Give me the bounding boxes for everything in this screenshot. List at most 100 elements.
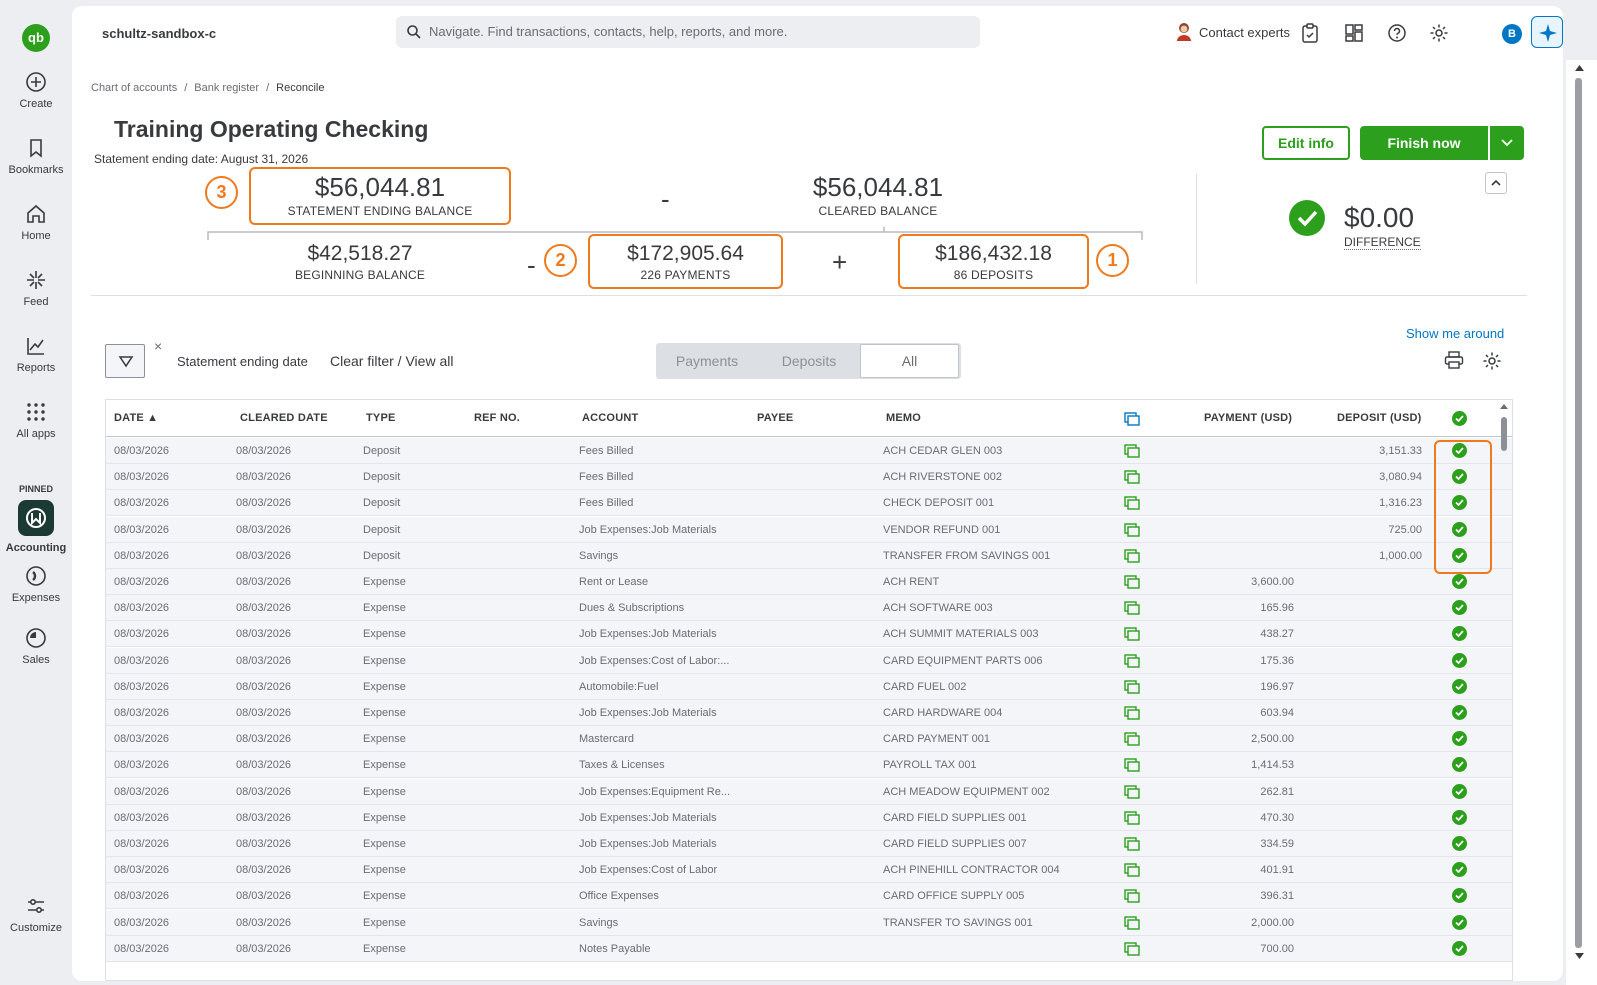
show-me-around-link[interactable]: Show me around [1406, 326, 1505, 341]
table-row[interactable]: 08/03/2026 08/03/2026 Expense Rent or Lease… [106, 569, 1512, 595]
row-attachment-icon[interactable] [1124, 549, 1140, 563]
row-attachment-icon[interactable] [1124, 470, 1140, 484]
quickbooks-logo[interactable]: qb [22, 24, 50, 52]
edit-info-button[interactable]: Edit info [1262, 126, 1350, 160]
col-cleared-date[interactable]: CLEARED DATE [240, 412, 328, 424]
breadcrumb-bank-register[interactable]: Bank register [194, 82, 260, 94]
col-deposit[interactable]: DEPOSIT (USD) [1337, 412, 1422, 424]
clipboard-icon[interactable] [1301, 23, 1319, 43]
cleared-check-icon[interactable] [1452, 600, 1467, 616]
global-search[interactable]: Navigate. Find transactions, contacts, h… [396, 16, 980, 48]
clear-filter-link[interactable]: Clear filter / View all [330, 353, 454, 369]
cleared-check-icon[interactable] [1452, 940, 1467, 956]
nav-create[interactable]: Create [0, 70, 72, 110]
row-attachment-icon[interactable] [1124, 863, 1140, 877]
breadcrumb-chart-of-accounts[interactable]: Chart of accounts [91, 82, 178, 94]
settings-gear-icon[interactable] [1429, 23, 1449, 43]
cleared-check-icon[interactable] [1452, 731, 1467, 747]
col-type[interactable]: TYPE [366, 412, 396, 424]
row-attachment-icon[interactable] [1124, 837, 1140, 851]
table-row[interactable]: 08/03/2026 08/03/2026 Expense Job Expenses:… [106, 804, 1512, 831]
table-row[interactable]: 08/03/2026 08/03/2026 Expense Notes Payable… [106, 935, 1512, 962]
col-memo[interactable]: MEMO [886, 412, 922, 424]
scroll-up-arrow-icon[interactable] [1500, 403, 1508, 409]
table-row[interactable]: 08/03/2026 08/03/2026 Deposit Job Expenses:… [106, 516, 1512, 543]
table-row[interactable]: 08/03/2026 08/03/2026 Expense Automobile:Fu… [106, 673, 1512, 700]
clear-filter-x-icon[interactable]: × [154, 338, 163, 354]
cleared-check-icon[interactable] [1452, 443, 1467, 458]
row-attachment-icon[interactable] [1124, 732, 1140, 746]
row-attachment-icon[interactable] [1124, 653, 1140, 668]
nav-reports[interactable]: Reports [0, 334, 72, 374]
col-date[interactable]: DATE ▲ [114, 412, 159, 424]
table-row[interactable]: 08/03/2026 08/03/2026 Deposit Fees Billed AC… [106, 438, 1512, 464]
col-ref-no[interactable]: REF NO. [474, 412, 521, 424]
row-attachment-icon[interactable] [1124, 784, 1140, 799]
row-attachment-icon[interactable] [1124, 942, 1140, 956]
row-attachment-icon[interactable] [1124, 575, 1140, 589]
row-attachment-icon[interactable] [1124, 889, 1140, 904]
table-scrollbar[interactable] [1496, 399, 1513, 981]
table-row[interactable]: 08/03/2026 08/03/2026 Expense Job Expenses:… [106, 647, 1512, 674]
cleared-check-icon[interactable] [1452, 678, 1467, 694]
row-attachment-icon[interactable] [1124, 680, 1140, 694]
tab-payments[interactable]: Payments [675, 353, 739, 369]
table-row[interactable]: 08/03/2026 08/03/2026 Expense Taxes & Licen… [106, 752, 1512, 779]
cleared-check-icon[interactable] [1452, 809, 1467, 825]
cleared-check-icon[interactable] [1452, 626, 1467, 642]
nav-bookmarks[interactable]: Bookmarks [0, 136, 72, 176]
cleared-check-icon[interactable] [1452, 652, 1467, 668]
ai-assistant-button[interactable] [1531, 16, 1563, 48]
nav-accounting[interactable]: Accounting [0, 500, 72, 554]
cleared-header-check-icon[interactable] [1452, 411, 1467, 426]
cleared-check-icon[interactable] [1452, 783, 1467, 799]
row-attachment-icon[interactable] [1124, 522, 1140, 537]
finish-now-button[interactable]: Finish now [1360, 126, 1488, 160]
tab-all[interactable]: All [860, 344, 959, 378]
company-name[interactable]: schultz-sandbox-c [102, 26, 217, 41]
table-row[interactable]: 08/03/2026 08/03/2026 Expense Job Expenses:… [106, 831, 1512, 857]
print-icon[interactable] [1444, 351, 1464, 369]
cleared-check-icon[interactable] [1452, 914, 1467, 930]
deposits-total-value[interactable]: $186,432.18 [935, 242, 1052, 265]
row-attachment-icon[interactable] [1124, 496, 1140, 511]
col-payment[interactable]: PAYMENT (USD) [1204, 412, 1293, 424]
nav-customize[interactable]: Customize [0, 894, 72, 934]
col-account[interactable]: ACCOUNT [582, 412, 639, 424]
row-attachment-icon[interactable] [1124, 811, 1140, 825]
page-scroll-up-icon[interactable] [1575, 64, 1584, 71]
table-row[interactable]: 08/03/2026 08/03/2026 Expense Savings TRANSF… [106, 909, 1512, 936]
help-icon[interactable] [1387, 23, 1407, 43]
cleared-check-icon[interactable] [1452, 836, 1467, 851]
contact-experts-link[interactable]: Contact experts [1199, 25, 1291, 40]
page-scroll-thumb[interactable] [1575, 78, 1582, 948]
filter-button[interactable] [105, 344, 145, 378]
table-row[interactable]: 08/03/2026 08/03/2026 Deposit Fees Billed CH… [106, 490, 1512, 517]
row-attachment-icon[interactable] [1124, 627, 1140, 642]
nav-sales[interactable]: Sales [0, 626, 72, 666]
cleared-check-icon[interactable] [1452, 521, 1467, 537]
user-avatar[interactable]: B [1502, 24, 1522, 44]
payments-total-value[interactable]: $172,905.64 [627, 242, 744, 265]
table-row[interactable]: 08/03/2026 08/03/2026 Expense Job Expenses:… [106, 700, 1512, 726]
apps-switch-icon[interactable] [1344, 23, 1364, 43]
nav-all-apps[interactable]: All apps [0, 400, 72, 440]
nav-home[interactable]: Home [0, 202, 72, 242]
finish-options-button[interactable] [1490, 126, 1524, 160]
cleared-check-icon[interactable] [1452, 757, 1467, 773]
cleared-check-icon[interactable] [1452, 495, 1467, 511]
table-row[interactable]: 08/03/2026 08/03/2026 Expense Mastercard CAR… [106, 726, 1512, 753]
table-scroll-thumb[interactable] [1501, 417, 1507, 451]
tab-deposits[interactable]: Deposits [781, 353, 837, 369]
table-row[interactable]: 08/03/2026 08/03/2026 Expense Office Expens… [106, 883, 1512, 910]
table-row[interactable]: 08/03/2026 08/03/2026 Expense Job Expenses:… [106, 857, 1512, 884]
cleared-check-icon[interactable] [1452, 862, 1467, 878]
row-attachment-icon[interactable] [1124, 758, 1140, 773]
row-attachment-icon[interactable] [1124, 444, 1140, 458]
table-row[interactable]: 08/03/2026 08/03/2026 Deposit Fees Billed AC… [106, 464, 1512, 491]
table-row[interactable]: 08/03/2026 08/03/2026 Expense Job Expenses:… [106, 621, 1512, 648]
collapse-summary-button[interactable] [1485, 172, 1507, 194]
table-row[interactable]: 08/03/2026 08/03/2026 Deposit Savings TRANSF… [106, 542, 1512, 569]
table-row[interactable]: 08/03/2026 08/03/2026 Expense Dues & Subscr… [106, 595, 1512, 622]
nav-feed[interactable]: Feed [0, 268, 72, 308]
